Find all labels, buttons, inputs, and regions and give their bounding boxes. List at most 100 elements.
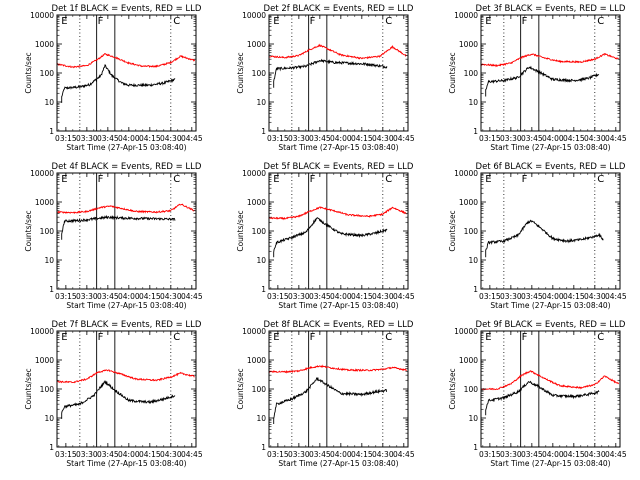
- series-line-events: [61, 214, 176, 240]
- series-line-events: [485, 65, 600, 97]
- y-tick-label: 10000: [30, 327, 54, 336]
- series-line-events: [61, 64, 176, 103]
- chart-title: Det 4f BLACK = Events, RED = LLD: [52, 162, 202, 172]
- marker-f: F: [522, 332, 528, 343]
- x-tick-label: 03:30: [288, 292, 310, 301]
- marker-e: E: [485, 174, 491, 185]
- chart-title: Det 8f BLACK = Events, RED = LLD: [264, 320, 414, 330]
- y-tick-label: 10: [256, 414, 266, 423]
- y-tick-label: 10000: [30, 11, 54, 20]
- y-tick-label: 10000: [242, 11, 266, 20]
- x-tick-label: 04:00: [542, 292, 564, 301]
- series-line-lld: [269, 364, 407, 374]
- y-tick-label: 1: [473, 443, 478, 452]
- marker-e: E: [61, 174, 67, 185]
- x-axis-label: Start Time (27-Apr-15 03:08:40): [490, 143, 610, 152]
- y-tick-label: 1000: [35, 40, 54, 49]
- x-tick-label: 04:15: [563, 134, 585, 143]
- y-tick-label: 10000: [454, 11, 478, 20]
- marker-f: F: [98, 332, 104, 343]
- marker-c: C: [385, 332, 392, 343]
- x-tick-label: 04:00: [542, 134, 564, 143]
- y-axis-label: Counts/sec: [236, 52, 245, 93]
- x-tick-label: 03:45: [309, 292, 331, 301]
- y-tick-label: 1000: [247, 198, 266, 207]
- y-axis-label: Counts/sec: [448, 368, 457, 409]
- series-line-events: [61, 380, 176, 419]
- chart-title: Det 9f BLACK = Events, RED = LLD: [476, 320, 626, 330]
- chart-panel-7: Det 7f BLACK = Events, RED = LLD E F C 1 10 10…: [24, 320, 203, 468]
- y-tick-label: 100: [252, 69, 267, 78]
- y-tick-label: 100: [252, 227, 267, 236]
- x-tick-label: 04:00: [118, 292, 140, 301]
- x-tick-label: 03:30: [500, 134, 522, 143]
- x-tick-label: 04:00: [330, 450, 352, 459]
- y-tick-label: 1000: [247, 356, 266, 365]
- y-tick-label: 100: [252, 385, 267, 394]
- y-tick-label: 10: [256, 256, 266, 265]
- x-axis-label: Start Time (27-Apr-15 03:08:40): [66, 459, 186, 468]
- chart-title: Det 5f BLACK = Events, RED = LLD: [264, 162, 414, 172]
- chart-panel-1: Det 1f BLACK = Events, RED = LLD E F C 1 10 10…: [24, 4, 203, 152]
- marker-c: C: [173, 332, 180, 343]
- y-tick-label: 1: [261, 127, 266, 136]
- x-tick-label: 03:45: [521, 292, 543, 301]
- plot-frame: [268, 330, 409, 448]
- x-tick-label: 04:00: [542, 450, 564, 459]
- y-tick-label: 100: [40, 385, 55, 394]
- x-tick-label: 03:15: [479, 450, 501, 459]
- series-line-events: [485, 219, 604, 258]
- x-tick-label: 04:30: [584, 450, 606, 459]
- chart-panel-8: Det 8f BLACK = Events, RED = LLD E F C 1 10 10…: [236, 320, 415, 468]
- series-line-lld: [269, 43, 407, 60]
- series-line-events: [273, 58, 388, 88]
- y-tick-label: 1: [49, 285, 54, 294]
- chart-title: Det 3f BLACK = Events, RED = LLD: [476, 4, 626, 14]
- x-tick-label: 04:45: [605, 450, 627, 459]
- x-axis-label: Start Time (27-Apr-15 03:08:40): [66, 143, 186, 152]
- x-tick-label: 04:15: [139, 134, 161, 143]
- x-tick-label: 03:45: [521, 450, 543, 459]
- x-tick-label: 04:45: [393, 134, 415, 143]
- marker-f: F: [98, 174, 104, 185]
- x-tick-label: 03:45: [521, 134, 543, 143]
- x-axis-label: Start Time (27-Apr-15 03:08:40): [278, 459, 398, 468]
- x-tick-label: 04:45: [181, 292, 203, 301]
- marker-c: C: [597, 174, 604, 185]
- series-line-lld: [481, 52, 620, 68]
- x-tick-label: 04:00: [118, 134, 140, 143]
- y-tick-label: 10000: [30, 169, 54, 178]
- y-tick-label: 1: [49, 443, 54, 452]
- x-tick-label: 04:45: [393, 450, 415, 459]
- marker-c: C: [173, 16, 180, 27]
- x-tick-label: 04:15: [351, 450, 373, 459]
- series-line-events: [485, 380, 600, 416]
- x-tick-label: 03:45: [97, 450, 119, 459]
- chart-title: Det 2f BLACK = Events, RED = LLD: [264, 4, 414, 14]
- x-tick-label: 03:30: [76, 292, 98, 301]
- y-axis-label: Counts/sec: [24, 368, 33, 409]
- plot-frame: [56, 14, 197, 132]
- x-tick-label: 04:45: [393, 292, 415, 301]
- x-tick-label: 04:15: [351, 134, 373, 143]
- x-tick-label: 04:45: [605, 134, 627, 143]
- y-tick-label: 10: [44, 256, 54, 265]
- x-tick-label: 04:30: [160, 292, 182, 301]
- marker-e: E: [273, 16, 279, 27]
- y-tick-label: 10000: [454, 169, 478, 178]
- x-tick-label: 04:45: [181, 134, 203, 143]
- x-tick-label: 04:00: [118, 450, 140, 459]
- y-tick-label: 10000: [242, 169, 266, 178]
- x-tick-label: 03:30: [500, 450, 522, 459]
- marker-f: F: [98, 16, 104, 27]
- chart-panel-9: Det 9f BLACK = Events, RED = LLD E F C 1 10 10…: [448, 320, 627, 468]
- chart-title: Det 1f BLACK = Events, RED = LLD: [52, 4, 202, 14]
- plot-frame: [480, 172, 621, 290]
- x-axis-label: Start Time (27-Apr-15 03:08:40): [490, 459, 610, 468]
- y-axis-label: Counts/sec: [236, 210, 245, 251]
- y-tick-label: 100: [464, 385, 479, 394]
- x-axis-label: Start Time (27-Apr-15 03:08:40): [278, 301, 398, 310]
- x-tick-label: 03:30: [76, 450, 98, 459]
- y-tick-label: 10000: [454, 327, 478, 336]
